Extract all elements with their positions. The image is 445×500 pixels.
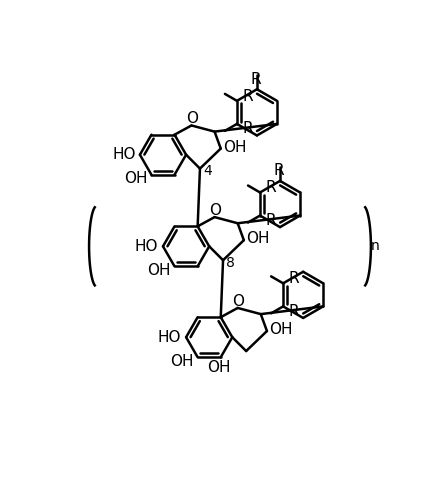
Text: OH: OH (124, 171, 148, 186)
Text: O: O (209, 202, 221, 218)
Text: R: R (289, 271, 299, 286)
Text: R: R (289, 304, 299, 318)
Text: R: R (266, 212, 276, 228)
Text: 4: 4 (203, 164, 212, 178)
Text: R: R (243, 88, 253, 104)
Text: O: O (186, 111, 198, 126)
Text: 8: 8 (227, 256, 235, 270)
Text: n: n (371, 240, 380, 254)
Text: OH: OH (246, 231, 270, 246)
Text: HO: HO (113, 147, 136, 162)
Text: OH: OH (223, 140, 247, 154)
Text: R: R (273, 164, 284, 178)
Text: R: R (250, 72, 261, 87)
Text: OH: OH (207, 360, 231, 376)
Text: O: O (232, 294, 244, 308)
Text: OH: OH (269, 322, 292, 337)
Text: HO: HO (158, 330, 181, 344)
Text: OH: OH (170, 354, 194, 368)
Text: R: R (266, 180, 276, 196)
Text: R: R (243, 121, 253, 136)
Text: HO: HO (134, 239, 158, 254)
Text: OH: OH (147, 262, 171, 278)
